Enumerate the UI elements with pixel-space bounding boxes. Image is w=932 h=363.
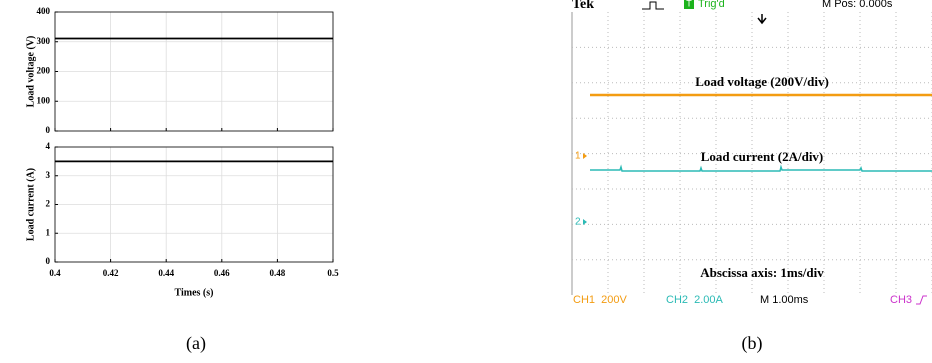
figure: 0 100 200 300 400 Load voltage (V) 0 1 2 3 4 0.4 0.4… xyxy=(0,0,932,363)
ch1-marker: 1 xyxy=(575,151,581,162)
scope-brand: Tek xyxy=(572,0,594,12)
x-tick-label: 0.42 xyxy=(103,268,119,278)
time-position: M Pos: 0.000s xyxy=(822,0,893,10)
pulse-icon xyxy=(642,2,664,9)
ch2-setting: CH2 2.00A xyxy=(666,294,724,306)
panel-a: 0 100 200 300 400 Load voltage (V) 0 1 2 3 4 0.4 0.4… xyxy=(25,6,339,298)
y-tick-label: 200 xyxy=(37,66,51,76)
trigger-box-label: T xyxy=(686,0,692,8)
ch3-slope xyxy=(916,296,927,304)
y-tick-label: 0 xyxy=(46,256,51,266)
y-tick-label: 100 xyxy=(37,95,51,105)
x-tick-label: 0.5 xyxy=(327,268,339,278)
y-tick-label: 0 xyxy=(46,125,51,135)
x-axis-label: Times (s) xyxy=(175,287,214,298)
y-axis-label: Load voltage (V) xyxy=(25,36,36,108)
timebase: M 1.00ms xyxy=(760,294,809,306)
x-tick-label: 0.48 xyxy=(270,268,286,278)
scope-annotation: Load current (2A/div) xyxy=(701,149,824,164)
ch1-setting: CH1 200V xyxy=(573,294,627,306)
y-tick-label: 3 xyxy=(46,170,51,180)
panel-label: (a) xyxy=(186,333,206,354)
y-tick-label: 1 xyxy=(46,227,51,237)
scope-annotation: Abscissa axis: 1ms/div xyxy=(700,265,824,280)
trigger-status: Trig'd xyxy=(698,0,725,10)
y-tick-label: 400 xyxy=(37,6,51,16)
panel-b: Tek T Trig'd M Pos: 0.000s 1 2 Load volt… xyxy=(572,0,932,306)
x-tick-label: 0.46 xyxy=(214,268,230,278)
y-axis-label: Load current (A) xyxy=(25,168,36,241)
y-tick-label: 2 xyxy=(46,199,51,209)
x-tick-label: 0.44 xyxy=(158,268,174,278)
ch2-marker: 2 xyxy=(575,217,581,228)
x-tick-label: 0.4 xyxy=(49,268,61,278)
y-tick-label: 4 xyxy=(46,141,51,151)
scope-annotation: Load voltage (200V/div) xyxy=(695,74,829,89)
y-tick-label: 300 xyxy=(37,36,51,46)
panel-label: (b) xyxy=(742,333,763,354)
ch3-setting: CH3 xyxy=(890,294,912,306)
